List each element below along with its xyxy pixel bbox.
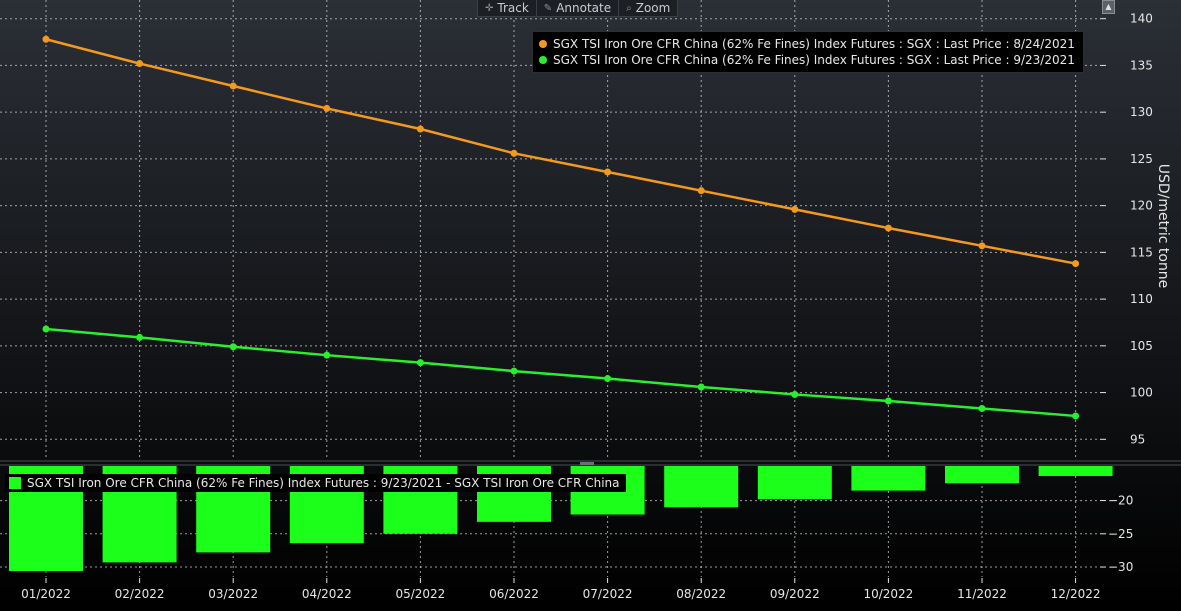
- series-2-point: [604, 375, 612, 383]
- series-1-point: [229, 82, 237, 90]
- x-tick-label: 05/2022: [395, 587, 445, 601]
- series-2-line: [45, 327, 1076, 418]
- y-tick-label: 130: [1130, 105, 1153, 119]
- series-1-point: [697, 187, 705, 195]
- x-tick-label: 08/2022: [676, 587, 726, 601]
- difference-bar: [945, 466, 1019, 484]
- track-button[interactable]: ✛ Track: [478, 0, 537, 16]
- series-2-point: [416, 359, 424, 367]
- x-tick-label: 09/2022: [770, 587, 820, 601]
- bottom-y-axis: −20 −25 −30: [1100, 494, 1133, 574]
- series-2-point: [697, 383, 705, 391]
- legend-marker-icon: [539, 56, 547, 64]
- zoom-button[interactable]: ⌕ Zoom: [619, 0, 677, 16]
- y-tick-label: −30: [1108, 560, 1133, 574]
- x-tick-label: 07/2022: [583, 587, 633, 601]
- difference-bar: [1038, 466, 1113, 476]
- y-axis-label: USD/metric tonne: [1155, 164, 1171, 289]
- crosshair-icon: ✛: [485, 2, 494, 14]
- track-label: Track: [497, 1, 529, 15]
- series-2-point: [791, 390, 799, 398]
- y-tick-label: 100: [1130, 386, 1153, 400]
- series-1-point: [604, 168, 612, 176]
- series-1-point: [416, 125, 424, 133]
- y-tick-label: 110: [1130, 292, 1153, 306]
- scroll-up-button[interactable]: ▲: [1102, 0, 1115, 14]
- chart-toolbar: ✛ Track ✎ Annotate ⌕ Zoom: [477, 0, 679, 17]
- arrow-up-icon: ▲: [1105, 2, 1112, 11]
- price-lines: [42, 35, 1080, 420]
- series-1-point: [978, 242, 986, 250]
- x-tick-label: 06/2022: [489, 587, 539, 601]
- x-tick-label: 11/2022: [957, 587, 1007, 601]
- legend-item-series-1[interactable]: SGX TSI Iron Ore CFR China (62% Fe Fines…: [539, 36, 1075, 52]
- y-tick-label: 120: [1130, 199, 1153, 213]
- y-tick-label: 95: [1130, 432, 1145, 446]
- legend-label: SGX TSI Iron Ore CFR China (62% Fe Fines…: [553, 37, 1075, 51]
- series-1-point: [1072, 260, 1080, 268]
- top-y-axis: 95 100 105 110 115 120 125 130 135 140: [1100, 12, 1153, 446]
- series-1-point: [42, 35, 50, 43]
- x-tick-label: 10/2022: [863, 587, 913, 601]
- series-2-point: [229, 343, 237, 351]
- series-1-point: [791, 205, 799, 213]
- x-tick-label: 03/2022: [208, 587, 258, 601]
- y-tick-label: −20: [1108, 494, 1133, 508]
- y-tick-label: 135: [1130, 58, 1153, 72]
- y-tick-label: 125: [1130, 152, 1153, 166]
- series-2-point: [1072, 412, 1080, 420]
- annotate-label: Annotate: [556, 1, 612, 15]
- pencil-icon: ✎: [543, 2, 553, 14]
- y-tick-label: −25: [1108, 527, 1133, 541]
- series-2-point: [323, 351, 331, 359]
- series-1-point: [136, 60, 144, 68]
- x-tick-label: 12/2022: [1051, 587, 1101, 601]
- legend-item-series-2[interactable]: SGX TSI Iron Ore CFR China (62% Fe Fines…: [539, 52, 1075, 68]
- panel-divider-handle[interactable]: [580, 462, 594, 465]
- series-2-point: [42, 325, 50, 333]
- series-1-line: [45, 38, 1076, 265]
- x-tick-label: 02/2022: [115, 587, 165, 601]
- bar-legend-label: SGX TSI Iron Ore CFR China (62% Fe Fines…: [27, 476, 620, 490]
- legend-swatch-icon: [9, 477, 21, 489]
- series-2-point: [510, 367, 518, 375]
- legend-marker-icon: [539, 40, 547, 48]
- x-tick-label: 04/2022: [302, 587, 352, 601]
- line-legend: SGX TSI Iron Ore CFR China (62% Fe Fines…: [532, 31, 1084, 73]
- series-1-point: [510, 149, 518, 157]
- bar-legend[interactable]: SGX TSI Iron Ore CFR China (62% Fe Fines…: [5, 474, 626, 492]
- series-2-point: [978, 404, 986, 412]
- y-tick-label: 105: [1130, 339, 1153, 353]
- x-tick-label: 01/2022: [21, 587, 71, 601]
- zoom-label: Zoom: [635, 1, 671, 15]
- magnifier-icon: ⌕: [626, 2, 632, 14]
- legend-label: SGX TSI Iron Ore CFR China (62% Fe Fines…: [553, 53, 1075, 67]
- series-2-point: [136, 333, 144, 341]
- difference-bar: [757, 466, 832, 500]
- annotate-button[interactable]: ✎ Annotate: [537, 0, 620, 16]
- y-tick-label: 140: [1130, 12, 1153, 26]
- series-1-point: [323, 104, 331, 112]
- difference-bar: [664, 466, 739, 508]
- series-2-point: [884, 397, 892, 405]
- y-tick-label: 115: [1130, 245, 1153, 259]
- x-axis: 01/2022 02/2022 03/2022 04/2022 05/2022 06/20…: [21, 578, 1101, 601]
- difference-bar: [851, 466, 926, 491]
- series-1-point: [884, 224, 892, 232]
